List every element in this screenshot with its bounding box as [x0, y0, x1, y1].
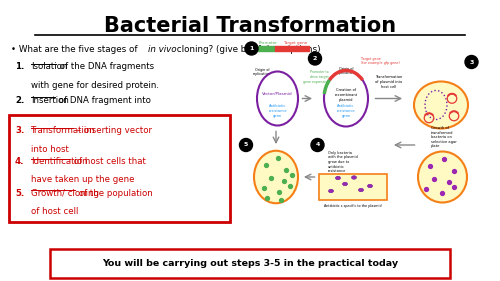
Text: vector: vector	[31, 114, 58, 124]
Text: have taken up the gene: have taken up the gene	[31, 176, 134, 185]
Ellipse shape	[336, 176, 340, 180]
Text: 3: 3	[470, 60, 474, 65]
Ellipse shape	[254, 151, 298, 203]
Text: Origin of
replication: Origin of replication	[337, 67, 355, 75]
Text: Promoter: Promoter	[258, 40, 278, 44]
Circle shape	[245, 42, 258, 55]
Text: Creation of
recombinant
plasmid: Creation of recombinant plasmid	[334, 89, 357, 102]
Text: 2.: 2.	[15, 96, 24, 105]
Text: into host: into host	[31, 144, 69, 153]
Text: Transformation: Transformation	[31, 126, 96, 135]
Text: of host cells that: of host cells that	[71, 157, 146, 166]
Text: Origin of
replication: Origin of replication	[253, 68, 271, 76]
FancyBboxPatch shape	[50, 249, 450, 278]
Text: 3.: 3.	[15, 126, 24, 135]
Text: Bacterial Transformation: Bacterial Transformation	[104, 16, 396, 36]
Bar	[275, 46, 309, 51]
Text: Isolation: Isolation	[31, 62, 68, 71]
Text: 1: 1	[250, 46, 254, 51]
Text: – inserting vector: – inserting vector	[74, 126, 152, 135]
Text: of the population: of the population	[76, 189, 152, 198]
Text: Antibiotic
resistance
gene: Antibiotic resistance gene	[336, 105, 355, 118]
Text: Transformation
of plasmid into
host cell: Transformation of plasmid into host cell	[376, 75, 402, 89]
Text: with gene for desired protein.: with gene for desired protein.	[31, 80, 159, 90]
Text: of host cell: of host cell	[31, 207, 78, 216]
Ellipse shape	[358, 188, 364, 192]
Circle shape	[465, 56, 478, 69]
Ellipse shape	[352, 176, 356, 179]
Text: 4: 4	[316, 142, 320, 148]
Text: of the DNA fragments: of the DNA fragments	[57, 62, 154, 71]
Text: Vector/Plasmid: Vector/Plasmid	[262, 92, 293, 96]
Text: 5.: 5.	[15, 189, 24, 198]
Text: • What are the five stages of: • What are the five stages of	[11, 45, 140, 54]
Bar	[319, 174, 386, 200]
Text: Only bacteria
with the plasmid
grow due to
antibiotic
resistance: Only bacteria with the plasmid grow due …	[328, 151, 357, 173]
Circle shape	[240, 139, 252, 151]
Text: 1.: 1.	[15, 62, 24, 71]
Ellipse shape	[328, 189, 334, 193]
Bar	[258, 46, 275, 51]
Ellipse shape	[414, 81, 468, 128]
Text: You will be carrying out steps 3-5 in the practical today: You will be carrying out steps 3-5 in th…	[102, 259, 398, 268]
Text: of DNA fragment into: of DNA fragment into	[56, 96, 152, 105]
Text: cloning? (give brief descriptions): cloning? (give brief descriptions)	[174, 45, 320, 54]
Circle shape	[308, 52, 322, 65]
Ellipse shape	[368, 184, 372, 188]
Circle shape	[311, 139, 324, 151]
Text: in vivo: in vivo	[148, 45, 177, 54]
Text: Growth/ cloning: Growth/ cloning	[31, 189, 99, 198]
Text: Antibiotic s specific to the plasmid: Antibiotic s specific to the plasmid	[324, 203, 382, 207]
Text: Target gene: Target gene	[284, 40, 308, 44]
Text: Target gene
(for example gfp gene): Target gene (for example gfp gene)	[361, 57, 400, 65]
Ellipse shape	[342, 182, 347, 186]
Text: Promoter to
drive target
gene expression: Promoter to drive target gene expression	[303, 71, 329, 84]
Ellipse shape	[418, 151, 467, 203]
Text: Growth of
transformed
bacteria on
selective agar
plate: Growth of transformed bacteria on select…	[431, 126, 456, 148]
FancyBboxPatch shape	[9, 115, 230, 222]
Text: 5: 5	[244, 142, 248, 148]
Text: Antibiotic
resistance
gene: Antibiotic resistance gene	[268, 105, 287, 118]
Text: Insertion: Insertion	[31, 96, 69, 105]
Text: Identification: Identification	[31, 157, 88, 166]
Text: 4.: 4.	[15, 157, 24, 166]
Text: 2: 2	[313, 56, 317, 61]
